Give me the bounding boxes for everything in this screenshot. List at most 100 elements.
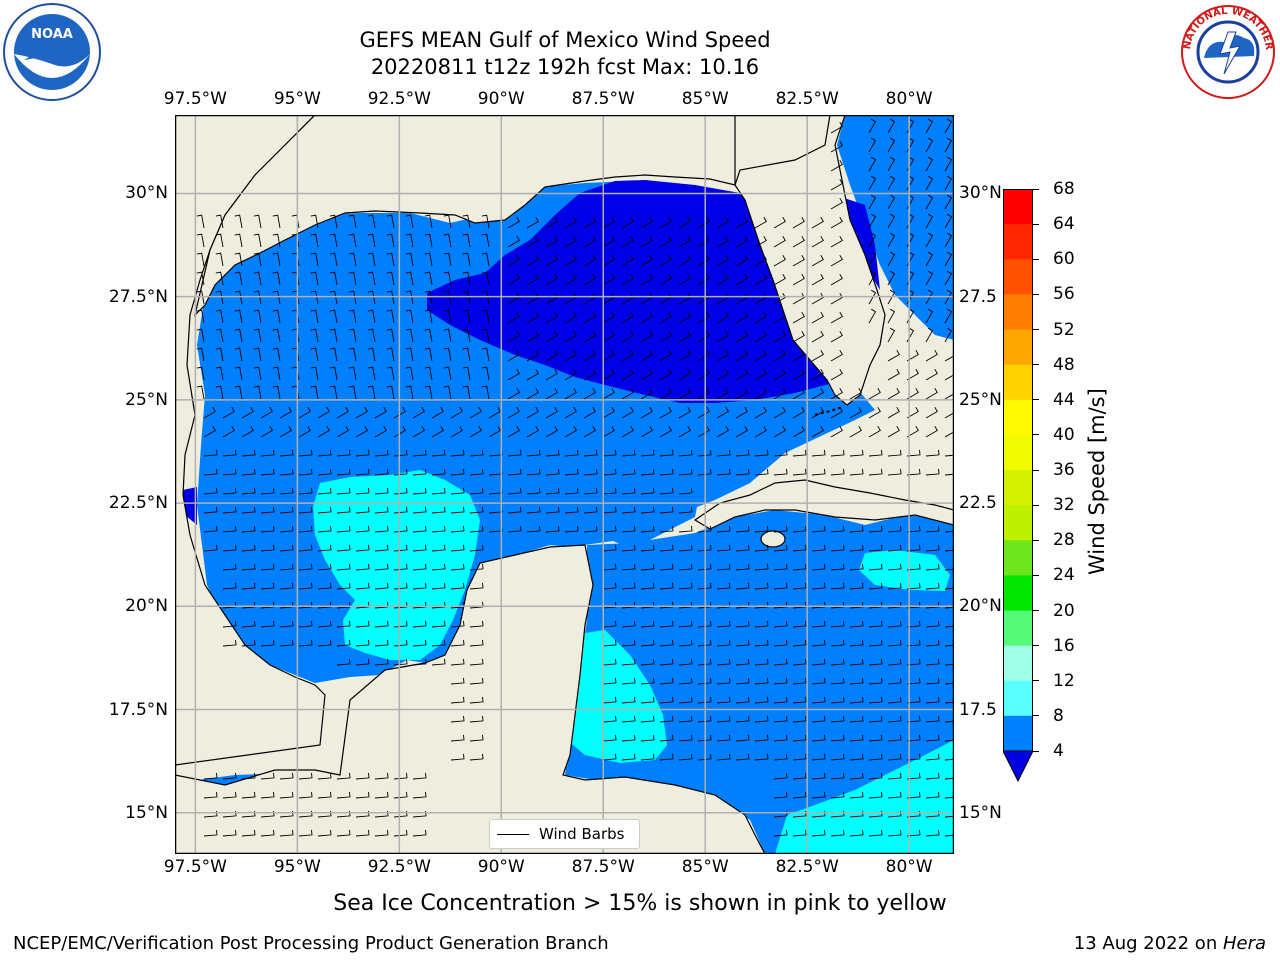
wind-barb — [640, 449, 655, 457]
wind-barb — [754, 330, 767, 343]
wind-barb — [222, 563, 237, 571]
wind-barb — [355, 791, 370, 799]
wind-barb — [716, 254, 729, 267]
colorbar-label: Wind Speed [m/s] — [1085, 388, 1109, 575]
wind-barb — [792, 425, 805, 438]
wind-barb — [507, 406, 520, 419]
lon-label-bottom: 80°W — [885, 857, 933, 877]
wind-barb — [659, 425, 672, 438]
wind-barb — [253, 214, 262, 229]
wind-barb — [792, 677, 807, 685]
wind-barb — [697, 387, 710, 400]
wind-barb — [564, 506, 579, 514]
wind-barb — [564, 216, 577, 229]
wind-barb — [393, 658, 408, 666]
wind-barb — [241, 406, 254, 419]
wind-barb — [868, 289, 877, 305]
wind-barb — [450, 658, 465, 666]
wind-barb — [443, 366, 452, 381]
wind-barb — [431, 425, 444, 438]
wind-barb — [583, 368, 596, 381]
wind-barb — [367, 252, 376, 267]
wind-barb — [526, 330, 539, 343]
wind-barb — [260, 563, 275, 571]
wind-barb — [944, 156, 953, 172]
wind-barb — [944, 625, 954, 628]
wind-barb — [260, 468, 275, 476]
wind-barb — [640, 292, 653, 305]
wind-barb — [754, 677, 769, 685]
colorbar-segment — [1003, 294, 1033, 330]
wind-barb — [298, 406, 311, 419]
wind-barb — [431, 639, 446, 647]
wind-barb — [906, 715, 921, 723]
colorbar-tick-mark — [1033, 258, 1039, 260]
wind-barb — [272, 214, 281, 229]
wind-barb — [526, 235, 539, 248]
wind-barb — [678, 582, 693, 590]
wind-barb — [735, 582, 750, 590]
wind-barb — [659, 468, 674, 476]
wind-barb — [507, 349, 520, 362]
wind-barb — [355, 449, 370, 457]
wind-barb — [906, 829, 921, 837]
wind-barb — [279, 620, 294, 628]
wind-barb — [792, 368, 805, 381]
lat-label-left: 22.5°N — [108, 493, 168, 514]
wind-barb — [830, 292, 843, 305]
wind-barb — [348, 366, 357, 381]
wind-barb — [215, 366, 224, 381]
wind-barb — [811, 696, 826, 704]
wind-barb — [317, 582, 332, 590]
wind-barb — [773, 254, 786, 267]
lat-label-right: 17.5 — [959, 699, 997, 720]
wind-barb — [944, 701, 954, 704]
wind-barb — [462, 252, 471, 267]
wind-barb — [754, 639, 769, 647]
wind-barb — [678, 449, 693, 457]
wind-barb — [792, 387, 805, 400]
wind-barb — [431, 544, 446, 552]
wind-barb — [355, 582, 370, 590]
colorbar-tick-label: 12 — [1053, 670, 1075, 691]
wind-barb — [317, 525, 332, 533]
wind-barb — [348, 271, 357, 286]
wind-barb — [773, 525, 788, 533]
wind-barb — [348, 328, 357, 343]
wind-barb — [735, 406, 748, 419]
wind-barb — [564, 273, 577, 286]
wind-barb — [621, 273, 634, 286]
wind-barb — [716, 715, 731, 723]
wind-barb — [526, 468, 541, 476]
wind-barb — [640, 330, 653, 343]
wind-barb — [811, 753, 826, 761]
wind-barb — [621, 753, 636, 761]
wind-barb — [405, 252, 414, 267]
wind-barb — [222, 791, 237, 799]
colorbar-segment — [1003, 364, 1033, 401]
wind-barb — [443, 233, 452, 248]
wind-barb — [317, 468, 332, 476]
wind-barb — [944, 350, 954, 362]
wind-barb — [469, 753, 484, 761]
wind-barb — [374, 525, 389, 533]
wind-barb — [196, 309, 205, 324]
wind-barb — [545, 235, 558, 248]
colorbar-tick-label: 4 — [1053, 741, 1064, 761]
wind-barb — [659, 368, 672, 381]
wind-barb — [716, 468, 731, 476]
wind-barb — [545, 387, 558, 400]
wind-barb — [279, 791, 294, 799]
wind-barb — [317, 563, 332, 571]
wind-barb — [678, 563, 693, 571]
wind-barb — [659, 387, 672, 400]
wind-barb — [298, 582, 313, 590]
wind-barb — [887, 677, 902, 685]
wind-barb — [507, 254, 520, 267]
wind-barb — [887, 715, 902, 723]
wind-barb — [329, 385, 338, 400]
wind-barb — [944, 682, 954, 685]
wind-barb — [621, 368, 634, 381]
colorbar-tick-mark — [1033, 504, 1039, 506]
wind-barb — [735, 468, 750, 476]
